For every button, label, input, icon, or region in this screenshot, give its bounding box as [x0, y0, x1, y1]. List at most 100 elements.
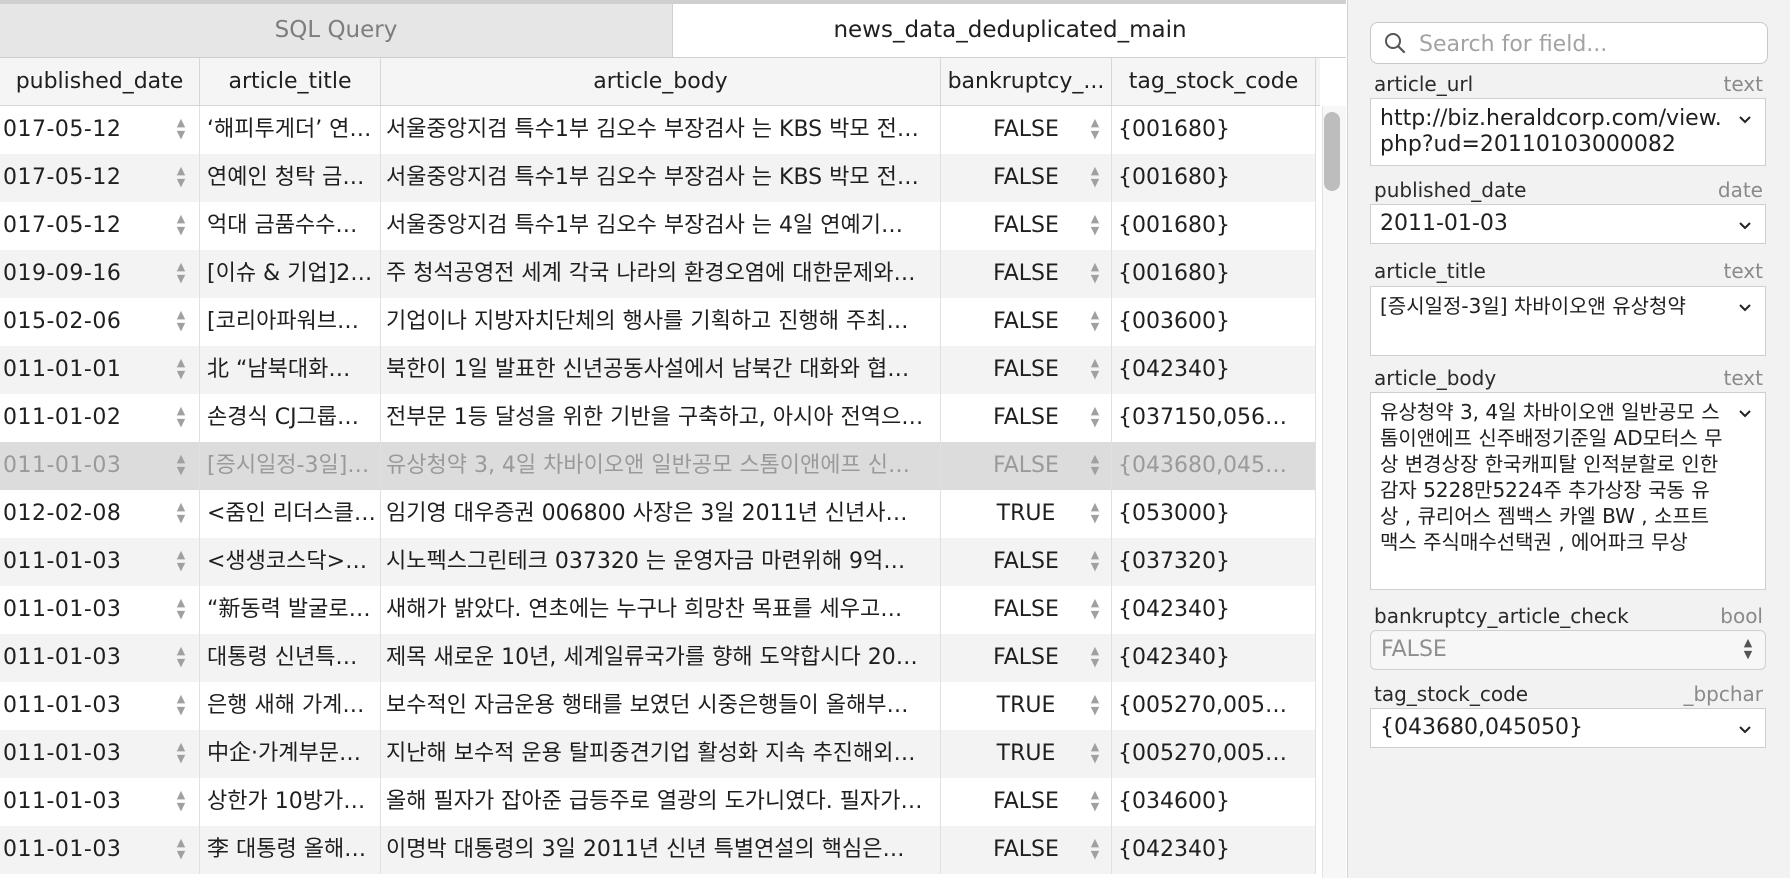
- up-down-stepper-icon[interactable]: ▲ ▼: [1090, 308, 1100, 333]
- cell-published-date[interactable]: 015-02-06: [0, 298, 200, 346]
- scrollbar-thumb[interactable]: [1324, 112, 1340, 191]
- cell-article-body[interactable]: 이명박 대통령의 3일 2011년 신년 특별연설의 핵심은…: [381, 826, 941, 874]
- cell-published-date[interactable]: 017-05-12: [0, 106, 200, 154]
- cell-article-title[interactable]: [이슈 & 기업]2…: [200, 250, 381, 298]
- field-value-tag-stock-code[interactable]: {043680,045050}: [1370, 708, 1766, 748]
- cell-article-title[interactable]: 中企·가계부문…: [200, 730, 381, 778]
- cell-tag-stock-code[interactable]: {005270,005…: [1112, 682, 1316, 730]
- cell-bankruptcy[interactable]: FALSE: [941, 346, 1112, 394]
- table-row[interactable]: 017-05-12 연예인 청탁 금… 서울중앙지검 특수1부 김오수 부장검사 는…: [0, 154, 1316, 202]
- field-value-article-url[interactable]: http://biz.heraldcorp.com/view.php?ud=20…: [1370, 98, 1766, 166]
- table-row[interactable]: 015-02-06 [코리아파워브… 기업이나 지방자치단체의 행사를 기획하고 진…: [0, 298, 1316, 346]
- cell-published-date[interactable]: 011-01-01: [0, 346, 200, 394]
- up-down-stepper-icon[interactable]: ▲ ▼: [1090, 788, 1100, 813]
- cell-published-date[interactable]: 011-01-03: [0, 682, 200, 730]
- column-header-article-body[interactable]: article_body: [381, 58, 941, 105]
- cell-article-title[interactable]: 北 “남북대화…: [200, 346, 381, 394]
- cell-bankruptcy[interactable]: FALSE: [941, 154, 1112, 202]
- cell-article-title[interactable]: <줌인 리더스클…: [200, 490, 381, 538]
- cell-bankruptcy[interactable]: FALSE: [941, 202, 1112, 250]
- cell-tag-stock-code[interactable]: {001680}: [1112, 202, 1316, 250]
- cell-article-body[interactable]: 새해가 밝았다. 연초에는 누구나 희망찬 목표를 세우고…: [381, 586, 941, 634]
- table-row[interactable]: 011-01-03 “新동력 발굴로… 새해가 밝았다. 연초에는 누구나 희망찬 …: [0, 586, 1316, 634]
- table-row[interactable]: 012-02-08 <줌인 리더스클… 임기영 대우증권 006800 사장은 3일…: [0, 490, 1316, 538]
- cell-bankruptcy[interactable]: TRUE: [941, 682, 1112, 730]
- column-header-published-date[interactable]: published_date: [0, 58, 200, 105]
- up-down-stepper-icon[interactable]: ▲ ▼: [176, 116, 186, 141]
- cell-bankruptcy[interactable]: FALSE: [941, 250, 1112, 298]
- chevron-down-icon[interactable]: [1737, 111, 1753, 127]
- up-down-stepper-icon[interactable]: ▲ ▼: [176, 308, 186, 333]
- tab-sql-query[interactable]: SQL Query: [274, 17, 398, 43]
- chevron-down-icon[interactable]: [1737, 299, 1753, 315]
- search-input[interactable]: [1417, 23, 1761, 65]
- up-down-stepper-icon[interactable]: ▲ ▼: [1090, 260, 1100, 285]
- up-down-stepper-icon[interactable]: ▲ ▼: [1090, 452, 1100, 477]
- up-down-stepper-icon[interactable]: ▲ ▼: [1090, 356, 1100, 381]
- cell-bankruptcy[interactable]: FALSE: [941, 394, 1112, 442]
- up-down-stepper-icon[interactable]: ▲ ▼: [1090, 548, 1100, 573]
- cell-published-date[interactable]: 011-01-03: [0, 442, 200, 490]
- cell-bankruptcy[interactable]: FALSE: [941, 634, 1112, 682]
- table-row[interactable]: 011-01-03 中企·가계부문… 지난해 보수적 운용 탈피중견기업 활성화 지…: [0, 730, 1316, 778]
- table-row[interactable]: 011-01-03 은행 새해 가계… 보수적인 자금운용 행태를 보였던 시중은행…: [0, 682, 1316, 730]
- cell-article-title[interactable]: 李 대통령 올해…: [200, 826, 381, 874]
- cell-published-date[interactable]: 011-01-03: [0, 778, 200, 826]
- cell-published-date[interactable]: 019-09-16: [0, 250, 200, 298]
- cell-published-date[interactable]: 011-01-03: [0, 538, 200, 586]
- cell-tag-stock-code[interactable]: {034600}: [1112, 778, 1316, 826]
- cell-tag-stock-code[interactable]: {042340}: [1112, 586, 1316, 634]
- cell-tag-stock-code[interactable]: {037320}: [1112, 538, 1316, 586]
- cell-bankruptcy[interactable]: FALSE: [941, 538, 1112, 586]
- cell-tag-stock-code[interactable]: {005270,005…: [1112, 730, 1316, 778]
- table-row[interactable]: 011-01-03 李 대통령 올해… 이명박 대통령의 3일 2011년 신년 특…: [0, 826, 1316, 874]
- cell-article-title[interactable]: [코리아파워브…: [200, 298, 381, 346]
- cell-article-body[interactable]: 시노펙스그린테크 037320 는 운영자금 마련위해 9억…: [381, 538, 941, 586]
- cell-published-date[interactable]: 011-01-03: [0, 730, 200, 778]
- cell-article-title[interactable]: 대통령 신년특…: [200, 634, 381, 682]
- column-header-article-title[interactable]: article_title: [200, 58, 381, 105]
- cell-article-body[interactable]: 주 청석공영전 세계 각국 나라의 환경오염에 대한문제와…: [381, 250, 941, 298]
- cell-published-date[interactable]: 011-01-03: [0, 826, 200, 874]
- up-down-stepper-icon[interactable]: ▲ ▼: [176, 596, 186, 621]
- up-down-stepper-icon[interactable]: ▲ ▼: [176, 164, 186, 189]
- column-header-tag-stock-code[interactable]: tag_stock_code: [1112, 58, 1316, 105]
- cell-article-body[interactable]: 서울중앙지검 특수1부 김오수 부장검사 는 KBS 박모 전…: [381, 106, 941, 154]
- cell-article-body[interactable]: 지난해 보수적 운용 탈피중견기업 활성화 지속 추진해외…: [381, 730, 941, 778]
- cell-tag-stock-code[interactable]: {001680}: [1112, 250, 1316, 298]
- cell-article-body[interactable]: 임기영 대우증권 006800 사장은 3일 2011년 신년사…: [381, 490, 941, 538]
- cell-article-title[interactable]: [증시일정-3일]…: [200, 442, 381, 490]
- up-down-stepper-icon[interactable]: ▲ ▼: [1090, 836, 1100, 861]
- table-row[interactable]: 019-09-16 [이슈 & 기업]2… 주 청석공영전 세계 각국 나라의 환경…: [0, 250, 1316, 298]
- cell-bankruptcy[interactable]: FALSE: [941, 586, 1112, 634]
- up-down-stepper-icon[interactable]: ▲ ▼: [176, 836, 186, 861]
- up-down-stepper-icon[interactable]: ▲ ▼: [176, 404, 186, 429]
- up-down-stepper-icon[interactable]: ▲ ▼: [176, 644, 186, 669]
- up-down-stepper-icon[interactable]: ▲ ▼: [176, 260, 186, 285]
- cell-article-body[interactable]: 유상청약 3, 4일 차바이오앤 일반공모 스톰이앤에프 신…: [381, 442, 941, 490]
- cell-bankruptcy[interactable]: FALSE: [941, 778, 1112, 826]
- cell-article-title[interactable]: 손경식 CJ그룹…: [200, 394, 381, 442]
- field-search-box[interactable]: [1370, 22, 1768, 65]
- table-row[interactable]: 011-01-03 [증시일정-3일]… 유상청약 3, 4일 차바이오앤 일반공모…: [0, 442, 1316, 490]
- up-down-stepper-icon[interactable]: ▲ ▼: [176, 356, 186, 381]
- cell-tag-stock-code[interactable]: {001680}: [1112, 154, 1316, 202]
- field-value-bankruptcy-select[interactable]: FALSE ▲ ▼: [1370, 630, 1766, 670]
- cell-article-body[interactable]: 올해 필자가 잡아준 급등주로 열광의 도가니였다. 필자가…: [381, 778, 941, 826]
- up-down-stepper-icon[interactable]: ▲ ▼: [1090, 596, 1100, 621]
- up-down-stepper-icon[interactable]: ▲ ▼: [1090, 164, 1100, 189]
- cell-tag-stock-code[interactable]: {042340}: [1112, 634, 1316, 682]
- cell-published-date[interactable]: 017-05-12: [0, 154, 200, 202]
- cell-article-title[interactable]: 은행 새해 가계…: [200, 682, 381, 730]
- cell-article-title[interactable]: <생생코스닥>…: [200, 538, 381, 586]
- table-row[interactable]: 017-05-12 억대 금품수수… 서울중앙지검 특수1부 김오수 부장검사 는 …: [0, 202, 1316, 250]
- cell-bankruptcy[interactable]: TRUE: [941, 730, 1112, 778]
- vertical-scrollbar[interactable]: [1322, 106, 1346, 878]
- column-header-bankruptcy[interactable]: bankruptcy_...: [941, 58, 1112, 105]
- chevron-down-icon[interactable]: [1737, 405, 1753, 421]
- cell-bankruptcy[interactable]: FALSE: [941, 442, 1112, 490]
- table-row[interactable]: 011-01-01 北 “남북대화… 북한이 1일 발표한 신년공동사설에서 남북간…: [0, 346, 1316, 394]
- up-down-stepper-icon[interactable]: ▲ ▼: [176, 788, 186, 813]
- cell-article-body[interactable]: 서울중앙지검 특수1부 김오수 부장검사 는 4일 연예기…: [381, 202, 941, 250]
- field-value-article-body[interactable]: 유상청약 3, 4일 차바이오앤 일반공모 스톰이앤에프 신주배정기준일 AD모…: [1370, 392, 1766, 590]
